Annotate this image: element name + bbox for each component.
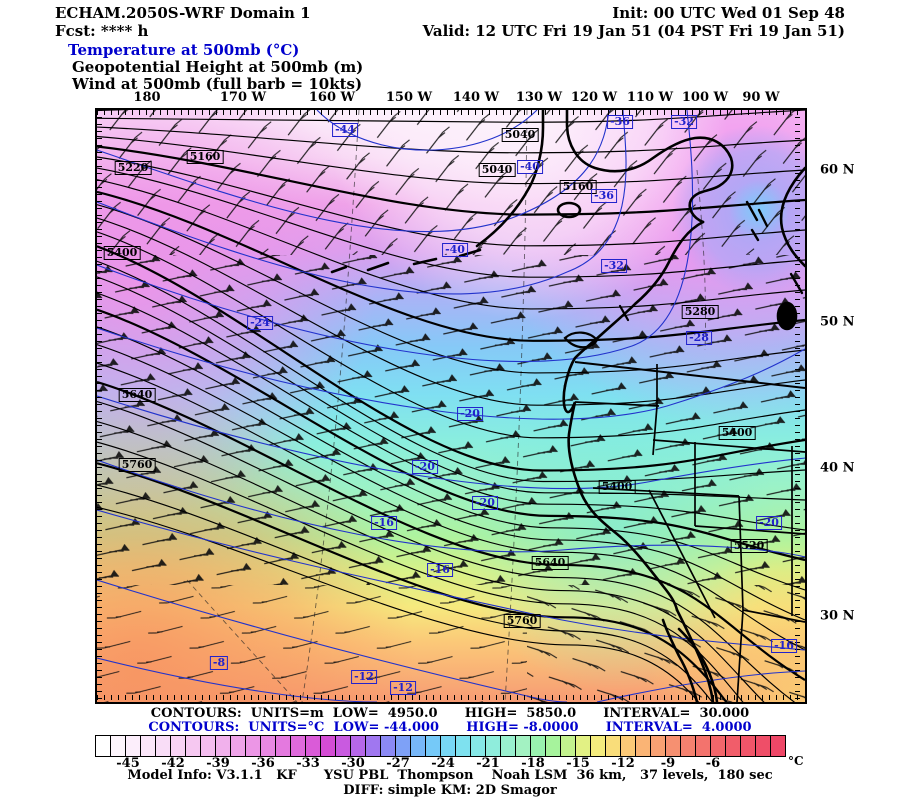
colorbar-tick: -36	[251, 756, 275, 771]
colorbar-cell	[261, 736, 276, 756]
latitude-axis: 60 N 50 N 40 N 30 N	[820, 0, 880, 800]
diffusion-info: DIFF: simple KM: 2D Smagor	[343, 783, 557, 798]
colorbar-cell	[516, 736, 531, 756]
lon-tick-label: 130 W	[515, 90, 563, 105]
colorbar-cell	[636, 736, 651, 756]
valid-time: Valid: 12 UTC Fri 19 Jan 51 (04 PST Fri …	[422, 22, 845, 40]
colorbar-cell	[351, 736, 366, 756]
colorbar-tick: -9	[660, 756, 676, 771]
colorbar-cell	[606, 736, 621, 756]
colorbar-cell	[156, 736, 171, 756]
colorbar-tick-labels: °C -45 -42 -39 -36 -33 -30 -27 -24 -21 -18 -15 -12 -…	[95, 754, 815, 771]
colorbar-tick: -6	[705, 756, 721, 771]
model-info: Model Info: V3.1.1 KF YSU PBL Thompson N…	[127, 768, 773, 783]
map-canvas	[97, 110, 805, 702]
field-height: Geopotential Height at 500mb (m)	[72, 58, 364, 76]
colorbar-cell	[546, 736, 561, 756]
colorbar-cell	[441, 736, 456, 756]
colorbar-cell	[531, 736, 546, 756]
colorbar-cell	[681, 736, 696, 756]
colorbar-unit: °C	[788, 754, 804, 768]
lon-tick-label: 90 W	[742, 90, 780, 105]
init-time: Init: 00 UTC Wed 01 Sep 48	[612, 4, 845, 22]
lon-tick-label: 180	[133, 90, 161, 105]
temp-contour-legend: CONTOURS: UNITS=°C LOW= -44.000 HIGH= -8…	[148, 720, 752, 735]
temperature-colorbar	[95, 735, 786, 757]
forecast-hour: Fcst: **** h	[55, 22, 149, 40]
page-title: ECHAM.2050S-WRF Domain 1	[55, 4, 311, 22]
colorbar-cell	[591, 736, 606, 756]
lon-tick-label: 140 W	[452, 90, 500, 105]
colorbar-cell	[471, 736, 486, 756]
field-wind: Wind at 500mb (full barb = 10kts)	[72, 75, 363, 93]
colorbar-tick: -27	[386, 756, 410, 771]
colorbar-tick: -21	[476, 756, 500, 771]
colorbar-cell	[396, 736, 411, 756]
longitude-axis: 180 170 W 160 W 150 W 140 W 130 W 120 W 110 W 10…	[0, 90, 900, 106]
colorbar-cell	[201, 736, 216, 756]
colorbar-tick: -15	[566, 756, 590, 771]
colorbar-cell	[501, 736, 516, 756]
colorbar-cell	[306, 736, 321, 756]
colorbar-cell	[141, 736, 156, 756]
colorbar-cell	[576, 736, 591, 756]
political-borders	[574, 361, 805, 702]
colorbar-cell	[366, 736, 381, 756]
colorbar-tick: -18	[521, 756, 545, 771]
lon-tick-label: 110 W	[626, 90, 674, 105]
colorbar-tick: -39	[206, 756, 230, 771]
colorbar-cell	[321, 736, 336, 756]
colorbar-cell	[231, 736, 246, 756]
colorbar-cell	[771, 736, 785, 756]
colorbar-tick: -45	[116, 756, 140, 771]
colorbar-tick: -42	[161, 756, 185, 771]
colorbar-cell	[126, 736, 141, 756]
colorbar-tick: -30	[341, 756, 365, 771]
colorbar-cell	[726, 736, 741, 756]
colorbar-cell	[216, 736, 231, 756]
wind-barbs	[97, 110, 805, 702]
lon-tick-label: 150 W	[385, 90, 433, 105]
colorbar-cell	[741, 736, 756, 756]
lon-tick-label: 120 W	[570, 90, 618, 105]
lat-tick-label: 40 N	[820, 460, 855, 476]
colorbar-cell	[291, 736, 306, 756]
lon-tick-label: 170 W	[219, 90, 267, 105]
colorbar-cell	[336, 736, 351, 756]
colorbar-cell	[411, 736, 426, 756]
colorbar-cell	[711, 736, 726, 756]
colorbar-cell	[756, 736, 771, 756]
map-frame	[95, 108, 807, 704]
colorbar-cell	[276, 736, 291, 756]
colorbar-cell	[426, 736, 441, 756]
colorbar-cell	[696, 736, 711, 756]
colorbar-cell	[456, 736, 471, 756]
colorbar-cell	[111, 736, 126, 756]
field-temperature: Temperature at 500mb (°C)	[68, 41, 300, 59]
colorbar-cell	[96, 736, 111, 756]
colorbar-tick: -33	[296, 756, 320, 771]
temperature-contour-lines	[97, 110, 805, 702]
height-contour-legend: CONTOURS: UNITS=m LOW= 4950.0 HIGH= 5850…	[150, 706, 750, 721]
lon-tick-label: 100 W	[681, 90, 729, 105]
colorbar-tick: -24	[431, 756, 455, 771]
lat-tick-label: 60 N	[820, 162, 855, 178]
colorbar-cell	[666, 736, 681, 756]
colorbar-tick: -12	[611, 756, 635, 771]
lon-tick-label: 160 W	[308, 90, 356, 105]
colorbar-cell	[246, 736, 261, 756]
colorbar-cell	[381, 736, 396, 756]
colorbar-cell	[186, 736, 201, 756]
lat-tick-label: 30 N	[820, 608, 855, 624]
colorbar-cell	[486, 736, 501, 756]
colorbar-cell	[651, 736, 666, 756]
lat-tick-label: 50 N	[820, 314, 855, 330]
colorbar-cell	[171, 736, 186, 756]
colorbar-cell	[621, 736, 636, 756]
colorbar-cell	[561, 736, 576, 756]
